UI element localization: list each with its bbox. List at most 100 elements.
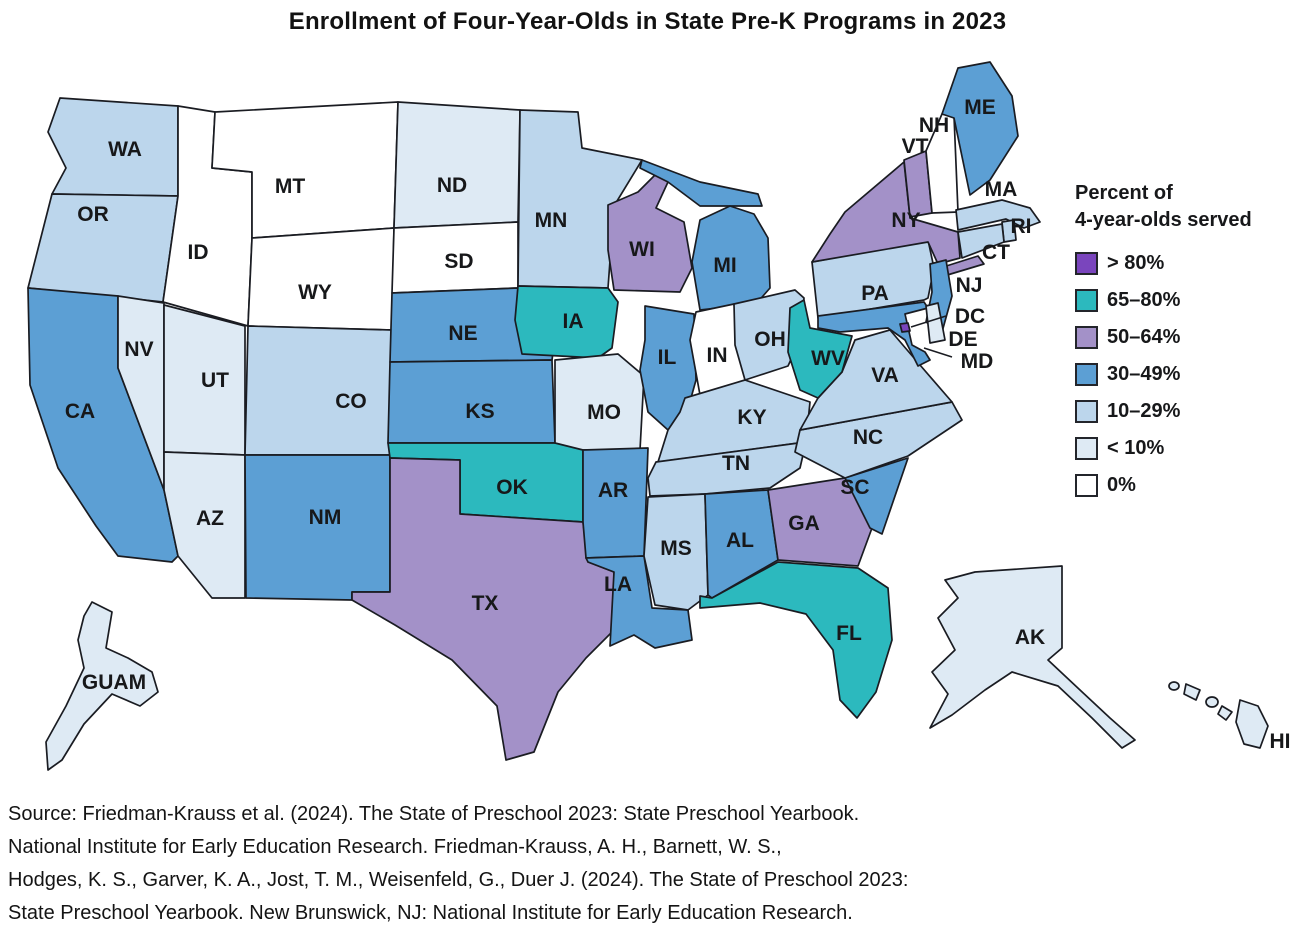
state-label-va: VA xyxy=(871,364,899,387)
state-label-mi: MI xyxy=(713,254,736,277)
legend-label: 30–49% xyxy=(1107,363,1181,385)
state-label-wi: WI xyxy=(629,238,655,261)
legend-swatch xyxy=(1075,400,1098,423)
state-al xyxy=(704,489,779,599)
state-co xyxy=(244,325,393,456)
legend-row: 30–49% xyxy=(1075,363,1290,386)
legend-row: > 80% xyxy=(1075,252,1290,275)
state-label-mt: MT xyxy=(275,175,305,198)
legend-swatch xyxy=(1075,326,1098,349)
state-label-ia: IA xyxy=(563,310,584,333)
legend-label: < 10% xyxy=(1107,437,1165,459)
state-label-me: ME xyxy=(964,96,996,119)
state-hi-island-3 xyxy=(1205,696,1219,708)
legend-label: > 80% xyxy=(1107,252,1165,274)
legend-title-line2: 4-year-olds served xyxy=(1075,209,1252,231)
source-citation: Source: Friedman-Krauss et al. (2024). T… xyxy=(8,798,1068,930)
legend-swatch xyxy=(1075,363,1098,386)
state-label-or: OR xyxy=(77,203,109,226)
state-me xyxy=(941,61,1019,196)
state-label-ne: NE xyxy=(448,322,477,345)
state-label-ar: AR xyxy=(598,479,628,502)
legend-row: 0% xyxy=(1075,474,1290,497)
state-label-mn: MN xyxy=(535,209,568,232)
state-ct xyxy=(957,223,1005,259)
legend-title: Percent of 4-year-olds served xyxy=(1075,180,1290,234)
state-label-sc: SC xyxy=(840,476,869,499)
state-label-nj: NJ xyxy=(956,274,983,297)
legend-label: 0% xyxy=(1107,474,1136,496)
state-label-nc: NC xyxy=(853,426,883,449)
state-hi-island-5 xyxy=(1235,699,1269,749)
state-label-az: AZ xyxy=(196,507,224,530)
state-label-ky: KY xyxy=(737,406,766,429)
state-label-ma: MA xyxy=(985,178,1018,201)
state-nh xyxy=(925,113,959,214)
state-ar xyxy=(582,447,649,559)
legend-row: 65–80% xyxy=(1075,289,1290,312)
state-label-ct: CT xyxy=(982,241,1010,264)
source-line: Source: Friedman-Krauss et al. (2024). T… xyxy=(8,803,860,825)
state-label-de: DE xyxy=(948,328,977,351)
state-ia xyxy=(514,285,619,359)
state-label-ok: OK xyxy=(496,476,528,499)
state-ga xyxy=(767,477,873,567)
legend-swatch xyxy=(1075,437,1098,460)
state-sc xyxy=(844,457,909,535)
state-label-tx: TX xyxy=(472,592,499,615)
legend-title-line1: Percent of xyxy=(1075,182,1173,204)
state-label-ak: AK xyxy=(1015,626,1045,649)
page-title: Enrollment of Four-Year-Olds in State Pr… xyxy=(288,8,1007,35)
state-label-la: LA xyxy=(604,573,632,596)
state-de xyxy=(925,302,946,344)
state-dc xyxy=(899,322,911,333)
state-label-wy: WY xyxy=(298,281,332,304)
state-wi xyxy=(607,167,693,293)
state-label-nm: NM xyxy=(309,506,342,529)
state-label-hi: HI xyxy=(1270,730,1291,753)
legend-row: 50–64% xyxy=(1075,326,1290,349)
state-hi-island-1 xyxy=(1168,681,1180,691)
state-wy xyxy=(247,227,395,331)
source-line: Hodges, K. S., Garver, K. A., Jost, T. M… xyxy=(8,869,909,891)
legend-label: 10–29% xyxy=(1107,400,1181,422)
state-hi-island-2 xyxy=(1183,683,1201,701)
legend-swatch xyxy=(1075,289,1098,312)
state-label-al: AL xyxy=(726,529,754,552)
state-label-nd: ND xyxy=(437,174,467,197)
state-label-ks: KS xyxy=(465,400,494,423)
state-label-pa: PA xyxy=(861,282,889,305)
state-nd xyxy=(393,101,521,229)
state-label-tn: TN xyxy=(722,452,750,475)
state-ma xyxy=(955,199,1041,231)
state-ak xyxy=(929,565,1136,749)
state-label-nh: NH xyxy=(919,114,949,137)
state-label-wa: WA xyxy=(108,138,142,161)
state-wv xyxy=(787,299,853,399)
state-label-fl: FL xyxy=(836,622,862,645)
state-hi-island-4 xyxy=(1217,705,1233,721)
state-label-in: IN xyxy=(707,344,728,367)
state-label-ca: CA xyxy=(65,400,95,423)
legend: Percent of 4-year-olds served > 80% 65–8… xyxy=(1075,180,1290,511)
state-la xyxy=(585,555,693,649)
state-label-guam: GUAM xyxy=(82,671,146,694)
state-tx xyxy=(351,457,617,761)
state-guam xyxy=(45,601,159,771)
state-label-ut: UT xyxy=(201,369,229,392)
state-label-il: IL xyxy=(658,346,677,369)
state-label-vt: VT xyxy=(902,135,929,158)
state-label-id: ID xyxy=(188,241,209,264)
leader-line-dc xyxy=(910,315,947,328)
legend-row: 10–29% xyxy=(1075,400,1290,423)
legend-swatch xyxy=(1075,474,1098,497)
state-label-ms: MS xyxy=(660,537,692,560)
legend-swatch xyxy=(1075,252,1098,275)
state-mi xyxy=(691,205,771,311)
leader-line-md xyxy=(923,347,953,358)
legend-label: 50–64% xyxy=(1107,326,1181,348)
state-label-ri: RI xyxy=(1011,215,1032,238)
state-label-md: MD xyxy=(961,350,994,373)
state-label-mo: MO xyxy=(587,401,621,424)
